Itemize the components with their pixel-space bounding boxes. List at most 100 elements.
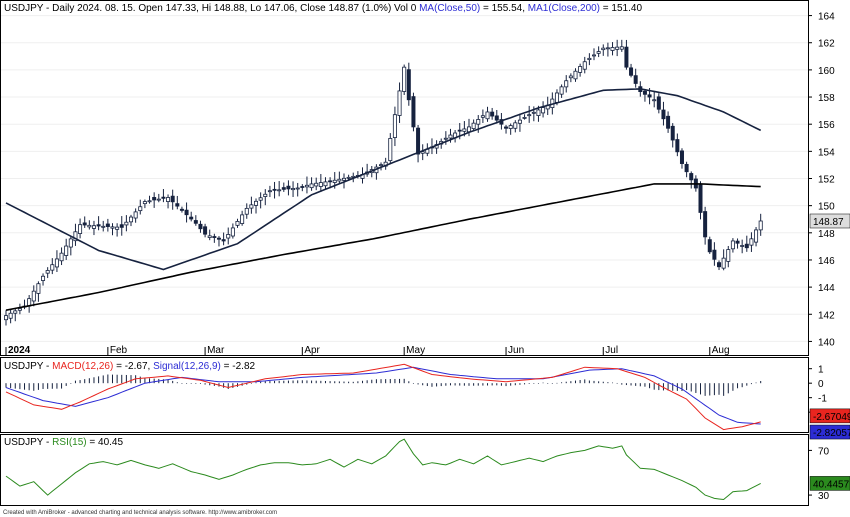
- macd-pane[interactable]: USDJPY - MACD(12,26) = -2.67, Signal(12,…: [0, 357, 809, 433]
- candle-body: [508, 125, 513, 129]
- macd-hist-bar: [672, 383, 674, 391]
- candle-body: [605, 47, 610, 50]
- rsi-header: USDJPY - RSI(15) = 40.45: [4, 437, 123, 448]
- macd-hist-bar: [399, 378, 401, 384]
- macd-hist-bar: [718, 383, 720, 395]
- candle-body: [295, 187, 300, 190]
- macd-hist-bar: [306, 380, 308, 384]
- macd-hist-bar: [389, 379, 391, 384]
- macd-hist-bar: [172, 380, 174, 384]
- last-value-tags: 148.87 -2.67049 -2.82057 40.4457: [809, 213, 850, 491]
- macd-hist-bar: [79, 380, 81, 384]
- ma50-line: [5, 88, 762, 271]
- macd-hist-bar: [644, 383, 646, 387]
- macd-hist-bar: [246, 383, 248, 385]
- candle-body: [96, 224, 101, 227]
- candle-body: [698, 184, 703, 213]
- candle-body: [54, 258, 59, 268]
- macd-hist-bar: [667, 383, 669, 391]
- macd-hist-bar: [394, 378, 396, 384]
- macd-hist-bar: [686, 383, 688, 391]
- date-tick-label: 2024: [8, 345, 31, 356]
- ma50-value: = 155.54,: [480, 3, 528, 14]
- macd-hist-bar: [213, 383, 215, 386]
- candle-body: [559, 86, 564, 95]
- candle-body: [119, 224, 124, 228]
- candle-body: [476, 119, 481, 125]
- candle-body: [291, 188, 296, 191]
- macd-hist-bar: [348, 381, 350, 384]
- macd-hist-bar: [107, 374, 109, 384]
- macd-hist-bar: [260, 381, 262, 384]
- candle-body: [207, 235, 212, 238]
- price-tick-label: 146: [818, 256, 835, 267]
- macd-hist-bar: [519, 383, 521, 385]
- candle-body: [124, 221, 129, 226]
- macd-hist-bar: [612, 382, 614, 384]
- candle-body: [64, 245, 69, 256]
- candle-body: [170, 195, 175, 203]
- macd-hist-bar: [315, 380, 317, 384]
- candle-body: [596, 51, 601, 54]
- price-header: USDJPY - Daily 2024. 08. 15. Open 147.33…: [4, 3, 642, 14]
- macd-hist-bar: [723, 383, 725, 396]
- macd-hist-bar: [375, 379, 377, 384]
- candle-body: [522, 117, 527, 119]
- candle-body: [578, 66, 583, 73]
- candle-body: [138, 206, 143, 212]
- macd-hist-bar: [149, 378, 151, 384]
- macd-hist-bar: [130, 375, 132, 384]
- macd-hist-bar: [297, 380, 299, 384]
- macd-hist-bar: [598, 381, 600, 384]
- price-tick-label: 152: [818, 175, 835, 186]
- price-tick-label: 142: [818, 310, 835, 321]
- macd-hist-bar: [352, 381, 354, 384]
- candle-body: [314, 182, 319, 187]
- macd-hist-bar: [121, 374, 123, 384]
- candle-body: [323, 181, 328, 187]
- candle-body: [281, 187, 286, 190]
- macd-hist-bar: [607, 382, 609, 384]
- rsi-pane[interactable]: USDJPY - RSI(15) = 40.45: [0, 434, 809, 506]
- candle-body: [647, 94, 652, 98]
- macd-hist-bar: [588, 380, 590, 384]
- candle-body: [346, 176, 351, 179]
- price-tick-label: 164: [818, 12, 835, 23]
- ma200-line: [5, 183, 761, 311]
- candle-body: [41, 275, 46, 281]
- rsi-tag-bg: [809, 476, 850, 491]
- candle-body: [254, 200, 259, 206]
- candle-body: [615, 46, 620, 50]
- candle-body: [235, 221, 240, 226]
- macd-hist-bar: [93, 377, 95, 384]
- macd-hist-bar: [422, 383, 424, 386]
- macd-hist-bar: [84, 379, 86, 384]
- macd-hist-bar: [366, 380, 368, 384]
- candle-body: [133, 211, 138, 219]
- candle-body: [249, 204, 254, 209]
- macd-hist-bar: [37, 383, 39, 390]
- date-tick-label: May: [406, 345, 425, 356]
- macd-hist-bar: [195, 383, 197, 384]
- macd-hist-bar: [250, 383, 252, 384]
- price-pane[interactable]: USDJPY - Daily 2024. 08. 15. Open 147.33…: [0, 0, 809, 356]
- macd-hist-bar: [426, 383, 428, 387]
- candle-body: [272, 188, 277, 191]
- candle-body: [564, 80, 569, 88]
- candle-body: [179, 208, 184, 211]
- candle-body: [554, 92, 559, 103]
- signal-tag: -2.82057: [813, 428, 850, 439]
- macd-hist-bar: [70, 383, 72, 384]
- macd-hist-bar: [338, 381, 340, 384]
- macd-hist-bar: [630, 383, 632, 386]
- rsi-line: [5, 438, 761, 501]
- candle-body: [420, 151, 425, 154]
- macd-hist-bar: [473, 383, 475, 386]
- macd-hist-bar: [649, 383, 651, 389]
- candle-body: [216, 237, 221, 240]
- candle-body: [726, 249, 731, 262]
- macd-symbol: USDJPY -: [4, 361, 52, 372]
- macd-hist-bar: [709, 383, 711, 396]
- candle-body: [536, 109, 541, 116]
